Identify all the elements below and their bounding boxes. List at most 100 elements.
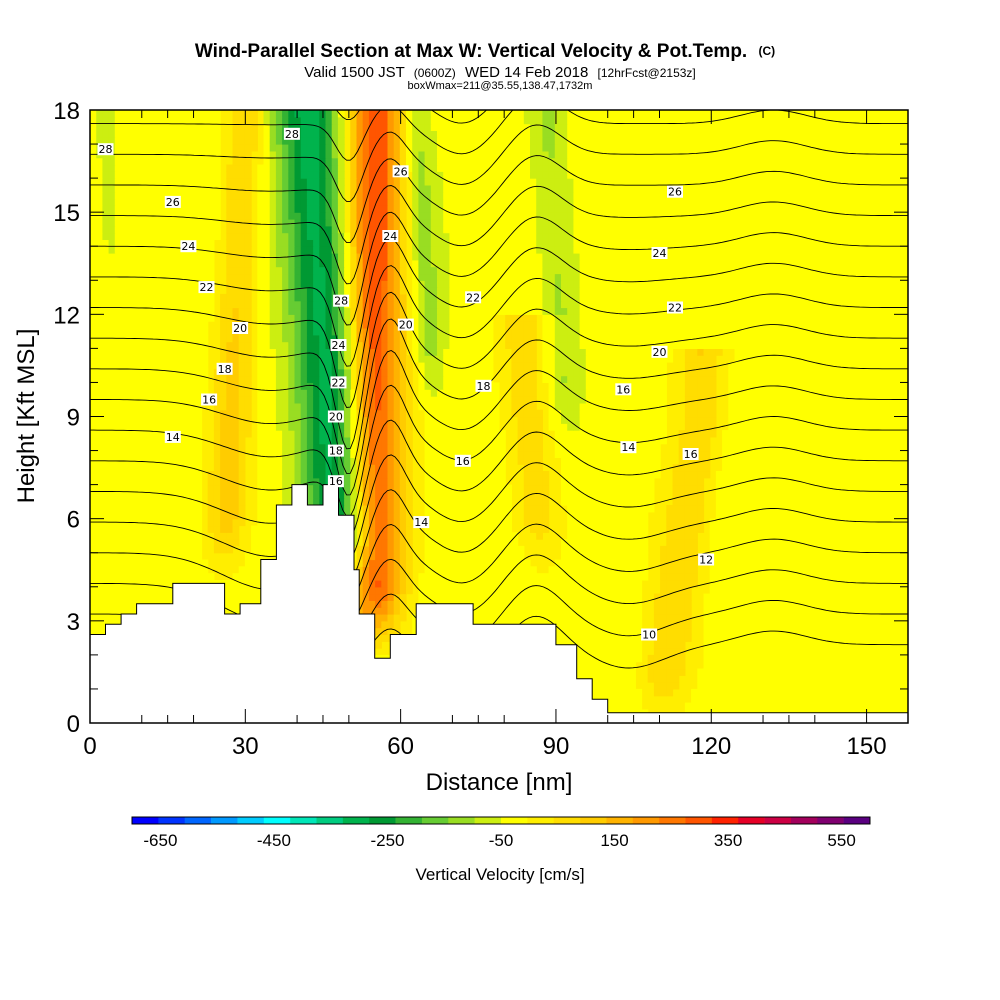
w-cell xyxy=(592,539,599,547)
w-cell xyxy=(616,661,624,670)
w-cell xyxy=(114,573,122,581)
w-cell xyxy=(734,552,742,561)
w-cell xyxy=(610,627,618,635)
w-cell xyxy=(790,511,798,520)
w-cell xyxy=(728,573,736,581)
w-cell xyxy=(145,505,153,513)
w-cell xyxy=(164,464,172,472)
w-cell xyxy=(381,518,389,527)
w-cell xyxy=(269,443,277,452)
w-cell xyxy=(170,525,178,533)
w-cell xyxy=(189,443,196,452)
w-cell xyxy=(114,552,122,561)
w-cell xyxy=(170,566,178,574)
w-cell xyxy=(672,471,680,479)
w-cell xyxy=(158,545,165,554)
w-cell xyxy=(133,586,141,595)
w-cell xyxy=(802,552,810,561)
w-cell xyxy=(610,614,618,622)
w-cell xyxy=(530,525,537,533)
w-cell xyxy=(362,532,370,540)
w-cell xyxy=(554,600,562,608)
w-cell xyxy=(561,559,568,567)
w-cell xyxy=(858,600,866,608)
w-cell xyxy=(629,532,636,540)
w-cell xyxy=(678,477,686,486)
w-cell xyxy=(499,443,506,452)
w-cell xyxy=(877,545,884,554)
w-cell xyxy=(399,593,407,601)
w-cell xyxy=(740,614,748,622)
w-cell xyxy=(170,511,178,520)
w-cell xyxy=(728,668,736,676)
w-cell xyxy=(306,464,314,472)
w-cell xyxy=(263,484,271,492)
w-cell xyxy=(895,532,903,540)
w-cell xyxy=(839,443,847,452)
w-cell xyxy=(815,682,822,690)
w-cell xyxy=(684,559,692,567)
w-cell xyxy=(542,614,550,622)
w-cell xyxy=(901,702,908,710)
w-cell xyxy=(839,695,847,704)
w-cell xyxy=(127,471,134,479)
w-cell xyxy=(592,532,599,540)
w-cell xyxy=(864,484,872,492)
w-cell xyxy=(480,586,488,595)
w-cell xyxy=(480,532,488,540)
w-cell xyxy=(567,498,574,506)
w-cell xyxy=(839,620,847,629)
w-cell xyxy=(852,477,859,486)
w-cell xyxy=(480,525,488,533)
w-cell xyxy=(784,627,791,635)
w-cell xyxy=(802,450,810,458)
w-cell xyxy=(424,545,432,554)
w-cell xyxy=(740,607,748,615)
w-cell xyxy=(728,634,736,642)
w-cell xyxy=(573,586,581,595)
w-cell xyxy=(777,559,785,567)
w-cell xyxy=(406,505,413,513)
w-cell xyxy=(777,682,785,690)
w-cell xyxy=(790,552,798,561)
w-cell xyxy=(864,464,872,472)
w-cell xyxy=(579,661,587,670)
w-cell xyxy=(771,668,779,676)
w-cell xyxy=(610,688,618,697)
w-cell xyxy=(796,443,804,452)
w-cell xyxy=(833,695,841,704)
w-cell xyxy=(530,471,537,479)
w-cell xyxy=(598,511,605,520)
w-cell xyxy=(895,586,903,595)
w-cell xyxy=(437,450,444,458)
w-cell xyxy=(424,484,432,492)
w-cell xyxy=(517,552,525,561)
w-cell xyxy=(616,586,624,595)
w-cell xyxy=(753,648,760,656)
w-cell xyxy=(257,484,265,492)
w-cell xyxy=(833,464,841,472)
w-cell xyxy=(189,498,196,506)
w-cell xyxy=(220,443,227,452)
w-cell xyxy=(517,573,525,581)
w-cell xyxy=(548,566,556,574)
w-cell xyxy=(746,491,754,499)
w-cell xyxy=(523,443,531,452)
w-cell xyxy=(183,457,190,465)
w-cell xyxy=(765,457,773,465)
w-cell xyxy=(554,566,562,574)
w-cell xyxy=(808,675,816,683)
w-cell xyxy=(387,620,395,629)
w-cell xyxy=(368,450,376,458)
w-cell xyxy=(121,525,128,533)
w-cell xyxy=(883,464,890,472)
w-cell xyxy=(864,593,872,601)
w-cell xyxy=(567,471,574,479)
w-cell xyxy=(461,559,469,567)
w-cell xyxy=(808,559,816,567)
w-cell xyxy=(753,532,760,540)
w-cell xyxy=(846,668,853,676)
w-cell xyxy=(672,675,680,683)
w-cell xyxy=(877,695,884,704)
w-cell xyxy=(561,634,568,642)
